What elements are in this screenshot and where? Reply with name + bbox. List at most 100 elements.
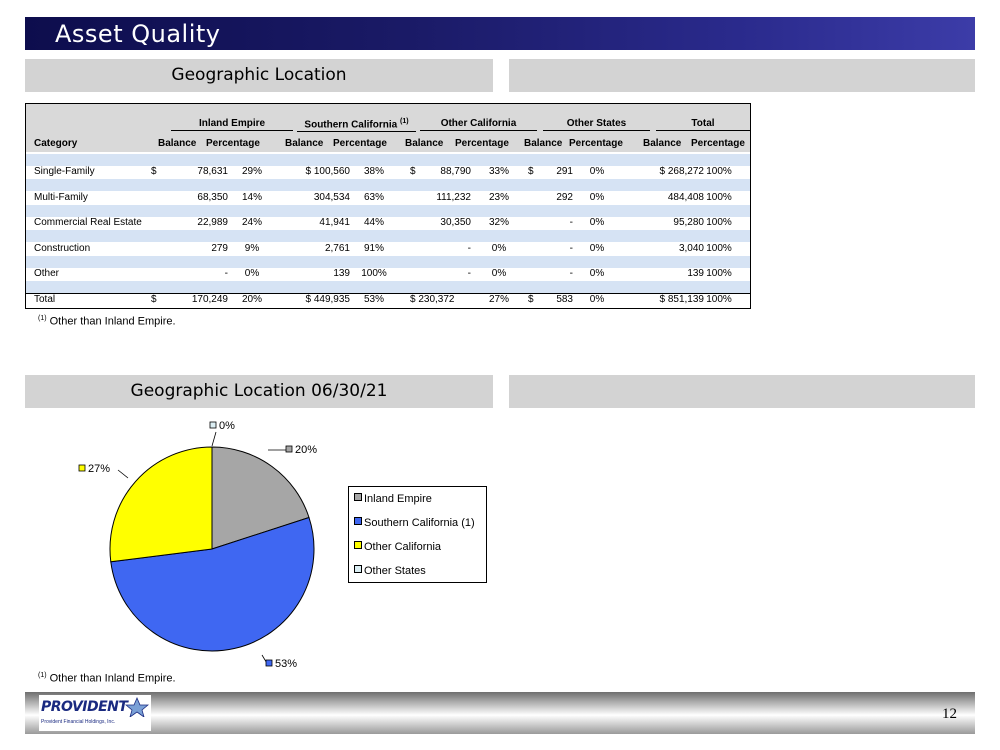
table-cell: - bbox=[467, 243, 471, 254]
table-cell: - bbox=[569, 268, 573, 279]
row-spacer bbox=[26, 230, 750, 242]
footer-bar: PROVIDENT Provident Financial Holdings, … bbox=[25, 692, 975, 734]
col-header-balance: Balance bbox=[643, 138, 682, 149]
table-cell: 14% bbox=[241, 192, 262, 203]
provident-logo: PROVIDENT Provident Financial Holdings, … bbox=[39, 695, 151, 731]
title-bar: Asset Quality bbox=[25, 17, 975, 50]
table-cell: 292 bbox=[556, 192, 573, 203]
table-cell: $ bbox=[410, 166, 416, 177]
table-cell: 583 bbox=[556, 294, 573, 305]
pie-slice-southern-california bbox=[110, 516, 315, 652]
legend-item: Inland Empire bbox=[354, 492, 432, 506]
page-title: Asset Quality bbox=[55, 20, 221, 48]
table-cell: 100% bbox=[706, 217, 732, 228]
row-label: Single-Family bbox=[34, 166, 95, 177]
table-cell: $ 851,139 bbox=[659, 294, 705, 305]
table-cell: 32% bbox=[488, 217, 509, 228]
table-row: Construction 279 9% 2,761 91% - 0% - 0% 3,040 100% bbox=[26, 243, 750, 255]
table-cell: 22,989 bbox=[197, 217, 228, 228]
table-cell: $ 100,560 bbox=[305, 166, 351, 177]
table-cell: 0% bbox=[244, 268, 260, 279]
pie-slice-other-california bbox=[109, 446, 213, 563]
row-label: Multi-Family bbox=[34, 192, 88, 203]
pie-label-swatch bbox=[265, 659, 273, 667]
table-cell: 0% bbox=[491, 243, 507, 254]
table-cell: 63% bbox=[363, 192, 384, 203]
table-row: Single-Family $78,631 29% $ 100,560 38% $88,7… bbox=[26, 166, 750, 178]
total-divider bbox=[26, 293, 750, 294]
pie-data-label: 53% bbox=[275, 658, 297, 670]
table-cell: 53% bbox=[363, 294, 384, 305]
pie-slice-inland-empire bbox=[211, 446, 310, 550]
table-cell: 304,534 bbox=[313, 192, 350, 203]
table-cell: 100% bbox=[706, 268, 732, 279]
category-header: Category bbox=[34, 138, 78, 149]
col-header-percentage: Percentage bbox=[333, 138, 387, 149]
table-cell: 91% bbox=[363, 243, 384, 254]
table-cell: 111,232 bbox=[436, 192, 471, 203]
table-cell: 139 bbox=[687, 268, 704, 279]
row-label: Other bbox=[34, 268, 60, 279]
legend-swatch bbox=[354, 565, 362, 573]
table-cell: $ bbox=[151, 166, 157, 177]
legend-swatch bbox=[354, 493, 362, 501]
pie-label-swatch bbox=[78, 464, 86, 472]
pie-label-swatch bbox=[209, 421, 217, 429]
col-header-balance: Balance bbox=[524, 138, 563, 149]
pie-data-label: 0% bbox=[219, 420, 235, 432]
legend-item: Southern California (1) bbox=[354, 516, 475, 530]
col-header-balance: Balance bbox=[285, 138, 324, 149]
table-cell: 27% bbox=[488, 294, 509, 305]
table-cell: $ bbox=[528, 294, 534, 305]
table-cell: $ 449,935 bbox=[305, 294, 351, 305]
table-cell: 9% bbox=[244, 243, 260, 254]
table-row: Commercial Real Estate 22,989 24% 41,941 44%… bbox=[26, 217, 750, 229]
table-cell: 484,408 bbox=[667, 192, 704, 203]
table-cell: 41,941 bbox=[319, 217, 350, 228]
legend-item: Other California bbox=[354, 540, 441, 554]
page-number: 12 bbox=[942, 706, 957, 722]
pie-leader-line bbox=[117, 469, 129, 479]
col-header-balance: Balance bbox=[405, 138, 444, 149]
table-cell: 139 bbox=[333, 268, 350, 279]
pie-data-label: 20% bbox=[295, 444, 317, 456]
col-header-percentage: Percentage bbox=[206, 138, 260, 149]
table-cell: 20% bbox=[241, 294, 262, 305]
chart-legend: Inland Empire Southern California (1) Ot… bbox=[348, 486, 487, 583]
table-cell: - bbox=[569, 217, 573, 228]
section-heading-geographic-location-date: Geographic Location 06/30/21 bbox=[25, 375, 493, 408]
table-cell: 0% bbox=[589, 268, 605, 279]
row-label: Commercial Real Estate bbox=[34, 217, 142, 228]
table-cell: 0% bbox=[589, 166, 605, 177]
table-cell: 100% bbox=[706, 294, 732, 305]
table-cell: 30,350 bbox=[440, 217, 471, 228]
row-label: Construction bbox=[34, 243, 91, 254]
table-cell: - bbox=[224, 268, 228, 279]
table-cell: $ bbox=[528, 166, 534, 177]
table-cell: 23% bbox=[488, 192, 509, 203]
pie-label-swatch bbox=[285, 445, 293, 453]
table-cell: 44% bbox=[363, 217, 384, 228]
table-cell: 2,761 bbox=[324, 243, 350, 254]
table-cell: 29% bbox=[241, 166, 262, 177]
table-cell: $ 268,272 bbox=[659, 166, 705, 177]
group-header-other-states: Other States bbox=[543, 118, 650, 131]
table-cell: 100% bbox=[706, 166, 732, 177]
logo-star-icon bbox=[125, 697, 149, 717]
table-cell: - bbox=[569, 243, 573, 254]
table-total-row: Total $170,249 20% $ 449,935 53% $ 230,372 27%… bbox=[26, 294, 750, 306]
pie-leader-line bbox=[211, 431, 217, 447]
section-bar-blank bbox=[509, 375, 975, 408]
col-header-balance: Balance bbox=[158, 138, 197, 149]
table-cell: - bbox=[467, 268, 471, 279]
table-cell: $ bbox=[151, 294, 157, 305]
table-cell: 24% bbox=[241, 217, 262, 228]
table-cell: 68,350 bbox=[197, 192, 228, 203]
table-cell: 100% bbox=[706, 192, 732, 203]
col-header-percentage: Percentage bbox=[569, 138, 623, 149]
chart-footnote: (1) Other than Inland Empire. bbox=[38, 672, 176, 685]
table-cell: 0% bbox=[491, 268, 507, 279]
section-heading-geographic-location: Geographic Location bbox=[25, 59, 493, 92]
col-header-percentage: Percentage bbox=[691, 138, 745, 149]
group-header-southern-california: Southern California (1) bbox=[297, 118, 416, 133]
